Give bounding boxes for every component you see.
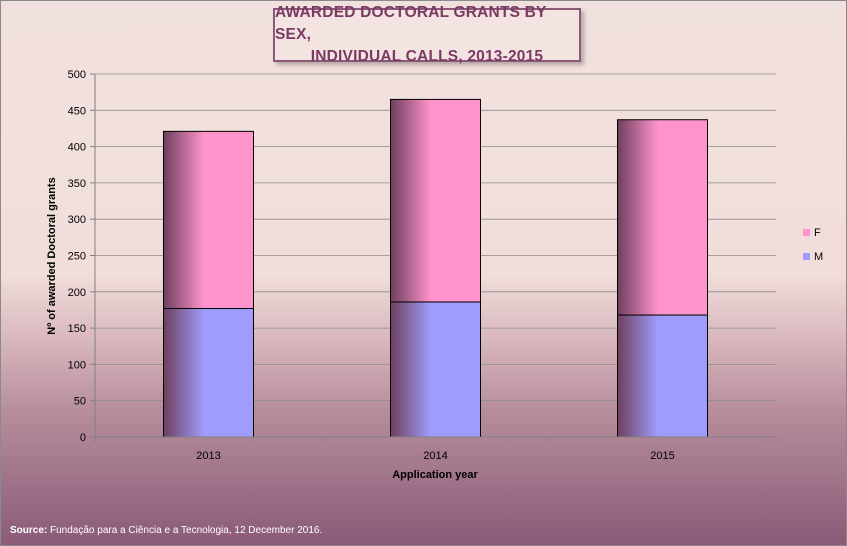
y-tick-label: 150: [68, 323, 86, 335]
chart-title-line-2: INDIVIDUAL CALLS, 2013-2015: [310, 48, 544, 65]
y-tick-label: 100: [68, 359, 86, 371]
x-axis-title: Application year: [392, 469, 478, 481]
source-text: Fundação para a Ciência e a Tecnologia, …: [47, 525, 323, 536]
y-tick-label: 250: [68, 251, 86, 263]
bar-m-2013: [163, 307, 254, 438]
y-tick-label: 500: [68, 69, 86, 81]
y-tick-label: 50: [74, 396, 86, 408]
y-tick-label: 400: [68, 142, 86, 154]
x-tick-label: 2015: [650, 450, 674, 462]
source-note: Source: Fundação para a Ciência e a Tecn…: [10, 525, 322, 536]
chart-title-line-1: AWARDED DOCTORAL GRANTS BY SEX,: [275, 4, 547, 43]
y-axis-title: Nº of awarded Doctoral grants: [46, 177, 58, 334]
source-label: Source:: [10, 525, 48, 536]
y-tick-label: 0: [80, 432, 86, 444]
bar-f-2015: [617, 119, 708, 316]
bar-m-2014: [390, 301, 481, 438]
y-tick-label: 200: [68, 287, 86, 299]
bar-f-2013: [163, 130, 254, 309]
legend-swatch-f: [803, 229, 810, 236]
x-tick-label: 2014: [423, 450, 447, 462]
legend-label-m: M: [814, 251, 823, 263]
y-tick-label: 450: [68, 105, 86, 117]
bar-f-2014: [390, 98, 481, 303]
y-tick-label: 350: [68, 178, 86, 190]
legend-swatch-m: [803, 253, 810, 260]
y-tick-label: 300: [68, 214, 86, 226]
bar-m-2015: [617, 314, 708, 438]
legend-label-f: F: [814, 227, 821, 239]
chart-title: AWARDED DOCTORAL GRANTS BY SEX, INDIVIDU…: [273, 4, 581, 65]
x-tick-label: 2013: [196, 450, 220, 462]
